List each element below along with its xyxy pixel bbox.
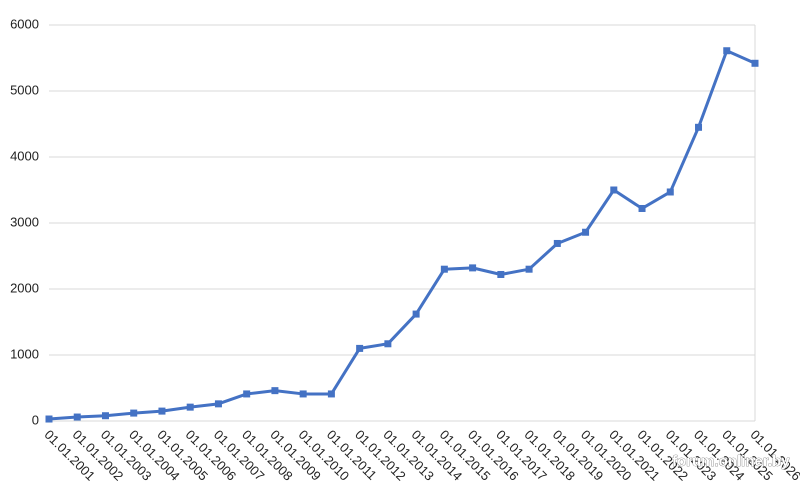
marker [327, 390, 335, 398]
marker [497, 270, 505, 278]
marker [412, 310, 420, 318]
marker [610, 186, 618, 194]
marker [186, 403, 194, 411]
marker [582, 228, 590, 236]
y-tick-label: 2000 [10, 280, 39, 295]
y-tick-label: 6000 [10, 16, 39, 31]
marker [214, 400, 222, 408]
marker [384, 340, 392, 348]
marker [469, 264, 477, 272]
marker [723, 47, 731, 55]
watermark: forum.onliner.by [672, 453, 790, 470]
marker [440, 265, 448, 273]
y-tick-label: 5000 [10, 82, 39, 97]
marker [45, 415, 53, 423]
y-tick-label: 4000 [10, 148, 39, 163]
marker [243, 390, 251, 398]
marker [553, 239, 561, 247]
marker [525, 265, 533, 273]
y-tick-label: 0 [32, 412, 39, 427]
marker [73, 413, 81, 421]
marker [751, 59, 759, 67]
marker [158, 407, 166, 415]
y-tick-label: 1000 [10, 346, 39, 361]
marker [299, 390, 307, 398]
marker [666, 188, 674, 196]
line [48, 49, 756, 421]
marker [695, 123, 703, 131]
y-tick-label: 3000 [10, 214, 39, 229]
marker [638, 204, 646, 212]
marker [101, 412, 109, 420]
marker [130, 409, 138, 417]
marker [271, 387, 279, 395]
marker [356, 344, 364, 352]
